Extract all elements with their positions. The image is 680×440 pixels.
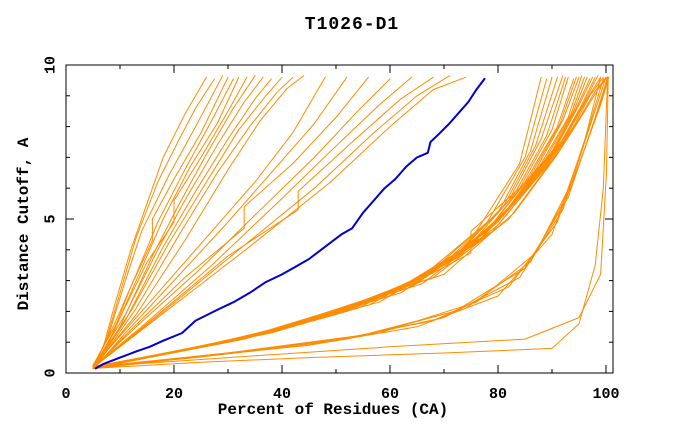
- series-model-42: [92, 76, 608, 368]
- series-model-15: [95, 76, 348, 368]
- series-highlight-model: [94, 77, 486, 370]
- series-model-17: [93, 78, 391, 368]
- series-model-33: [93, 76, 585, 368]
- series-model-12: [95, 76, 294, 368]
- series-model-48: [93, 76, 610, 368]
- series-model-18: [92, 76, 413, 368]
- x-tick-label: 20: [165, 386, 183, 403]
- series-model-13: [92, 75, 305, 369]
- series-model-16: [92, 76, 369, 369]
- series-model-01: [92, 76, 207, 368]
- series-model-09: [92, 76, 264, 368]
- series-model-29: [93, 78, 575, 368]
- series-model-44: [94, 78, 604, 369]
- series-model-41: [93, 76, 607, 368]
- y-tick-label: 10: [43, 56, 60, 74]
- x-tick-label: 100: [592, 386, 619, 403]
- series-model-32: [92, 75, 583, 369]
- series-model-02: [93, 78, 215, 368]
- x-tick-label: 40: [273, 386, 291, 403]
- series-model-47: [92, 76, 609, 369]
- x-axis-label: Percent of Residues (CA): [217, 401, 449, 419]
- series-model-38: [92, 75, 599, 368]
- y-tick-label: 0: [43, 368, 60, 377]
- series-model-11: [92, 76, 283, 368]
- series-model-26: [92, 75, 564, 368]
- series-model-06: [94, 76, 240, 368]
- series-model-36: [92, 76, 593, 369]
- series-model-20: [92, 75, 450, 368]
- x-tick-label: 0: [61, 386, 70, 403]
- series-model-34: [92, 76, 588, 368]
- y-tick-label: 5: [43, 214, 60, 223]
- series-model-50: [95, 76, 609, 368]
- series-model-10: [93, 78, 272, 369]
- series-model-49: [92, 76, 609, 369]
- series-model-25: [93, 76, 558, 369]
- chart-title: T1026-D1: [304, 15, 400, 35]
- series-model-14: [92, 76, 326, 368]
- x-tick-label: 80: [489, 386, 507, 403]
- series-model-07: [92, 76, 248, 366]
- series-model-05: [92, 78, 234, 368]
- x-tick-label: 60: [381, 386, 399, 403]
- series-model-37: [93, 76, 596, 368]
- series-model-03: [92, 75, 224, 369]
- series-model-19: [95, 76, 434, 366]
- series-model-31: [95, 76, 580, 368]
- series-model-23: [95, 78, 548, 368]
- series-model-22: [92, 76, 542, 369]
- series-model-21: [93, 76, 467, 368]
